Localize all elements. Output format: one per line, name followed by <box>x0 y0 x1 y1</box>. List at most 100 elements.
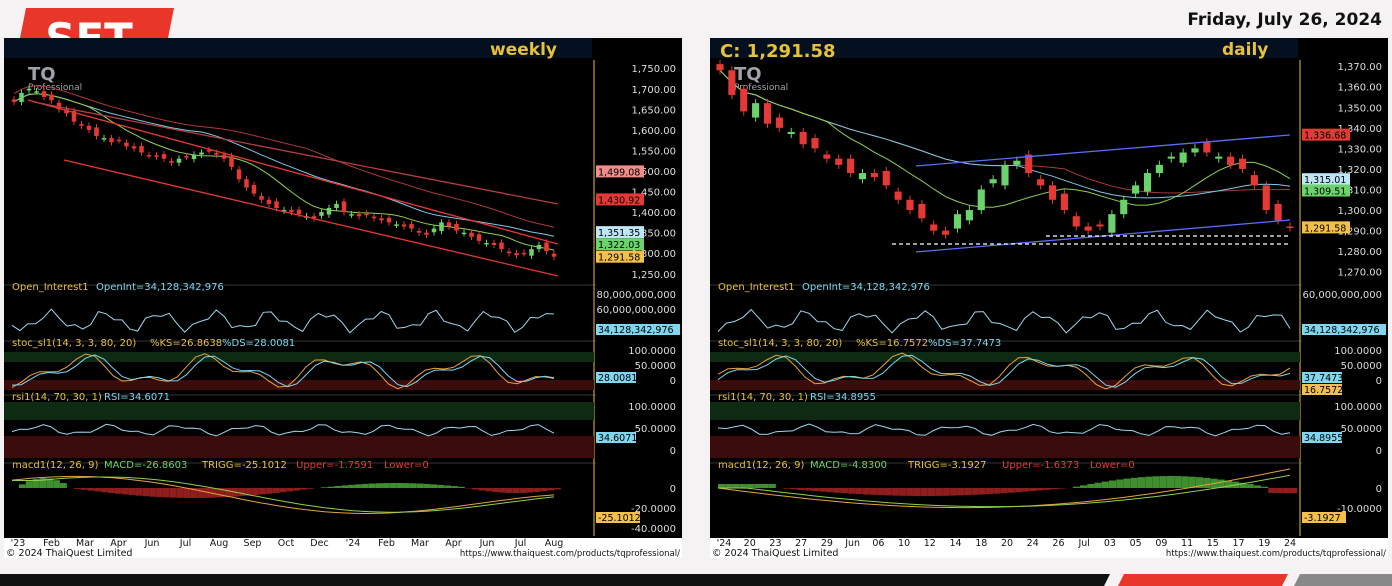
daily-chart-panel: daily C: 1,291.58 TQ Professional 1,370.00 1,… <box>710 38 1388 559</box>
macd-histogram-bar <box>862 488 870 495</box>
macd-histogram-bar <box>1043 488 1051 490</box>
macd-histogram-bar <box>746 484 755 488</box>
rsi-tick-label: 0 <box>1376 446 1382 457</box>
stoch-oversold-zone <box>4 380 594 390</box>
tq-logo-sub: Professional <box>28 83 82 93</box>
macd-histogram-bar <box>1239 482 1247 488</box>
rsi-label: rsi1(14, 70, 30, 1) <box>12 392 102 403</box>
x-tick-label: 26 <box>1052 538 1064 549</box>
candle-body <box>146 154 152 157</box>
macd-tick-label: -20.0000 <box>631 504 676 515</box>
oi-tag <box>1302 324 1386 335</box>
candle-body <box>506 251 512 254</box>
macd-histogram-bar <box>985 488 994 495</box>
candle-body <box>965 210 973 221</box>
macd-histogram-bar <box>444 485 452 488</box>
weekly-chart-panel: weekly TQ Professional 1,750.00 1,700.00 1,65… <box>4 38 682 559</box>
candle-body <box>1286 226 1294 228</box>
candle-body <box>431 228 437 233</box>
candle-body <box>281 210 287 212</box>
candle-body <box>499 242 504 250</box>
candle-body <box>1132 185 1140 194</box>
price-tick-label: 1,370.00 <box>1337 62 1382 73</box>
candle-body <box>131 146 137 149</box>
candle-body <box>728 70 736 95</box>
candle-body <box>79 124 84 126</box>
candle-body <box>71 110 77 122</box>
x-tick-label: 03 <box>1104 538 1116 549</box>
macd-histogram-bar <box>1246 484 1254 488</box>
macd-histogram-bar <box>1080 485 1088 488</box>
macd-histogram-bar <box>382 483 390 488</box>
macd-histogram-bar <box>1152 476 1160 488</box>
macd-histogram-bar <box>754 484 762 488</box>
macd-histogram-bar <box>826 488 834 493</box>
candle-body <box>1072 216 1080 227</box>
macd-histogram-bar <box>478 488 486 491</box>
stoch-ds: %DS=37.7473 <box>928 338 1001 349</box>
macd-histogram-bar <box>25 481 33 488</box>
macd-histogram-bar <box>217 488 225 498</box>
macd-histogram-bar <box>94 488 102 492</box>
pane-divider <box>710 462 1388 464</box>
candle-body <box>918 203 926 219</box>
macd-histogram-bar <box>416 483 424 488</box>
rsi-line <box>11 423 555 437</box>
macd-histogram-bar <box>135 488 143 496</box>
x-tick-label: 05 <box>1130 538 1142 549</box>
macd-histogram-bar <box>224 488 232 498</box>
macd-histogram-bar <box>272 488 280 493</box>
pane-divider <box>710 284 1388 286</box>
price-tag-text: 1,430.92 <box>598 195 640 206</box>
x-tick-label: 14 <box>949 538 961 549</box>
x-tick-label: 12 <box>924 538 936 549</box>
stoch-tag <box>1302 372 1342 383</box>
macd-histogram-bar <box>101 488 108 493</box>
x-tick-label: Dec <box>310 538 328 549</box>
macd-histogram-bar <box>341 485 349 488</box>
candle-body <box>740 88 748 112</box>
macd-histogram-bar <box>307 488 314 489</box>
macd-histogram-bar <box>1159 476 1167 488</box>
copyright-text: © 2024 ThaiQuest Limited <box>6 548 132 558</box>
x-tick-label: Jun <box>844 538 860 549</box>
macd-histogram-bar <box>190 488 198 498</box>
candle-body <box>94 127 99 137</box>
candle-body <box>41 91 47 97</box>
macd-histogram-bar <box>732 484 740 488</box>
candle-body <box>326 208 332 215</box>
macd-histogram-bar <box>471 488 479 490</box>
candle-body <box>787 131 795 134</box>
stoch-label: stoc_sl1(14, 3, 3, 80, 20) <box>12 338 136 349</box>
macd-histogram-bar <box>245 488 253 496</box>
macd-histogram-bar <box>457 486 465 488</box>
stoch-tag-text: 28.0081 <box>598 373 637 384</box>
macd-histogram-bar <box>176 488 184 498</box>
x-tick-label: 27 <box>795 538 807 549</box>
candle-body <box>191 154 197 160</box>
macd-histogram-bar <box>512 488 520 493</box>
candle-body <box>942 230 950 235</box>
price-tag-text: 1,315.01 <box>1304 175 1346 186</box>
stoch-ks: %KS=16.7572 <box>856 338 928 349</box>
macd-histogram-bar <box>1000 488 1008 494</box>
candle-body <box>953 214 962 229</box>
macd-histogram-bar <box>1137 477 1146 488</box>
macd-histogram-bar <box>519 488 527 493</box>
macd-histogram-bar <box>1195 477 1204 488</box>
price-tick-label: 1,280.00 <box>1337 247 1382 258</box>
macd-histogram-bar <box>162 488 170 498</box>
macd-histogram-bar <box>554 488 561 490</box>
candle-body <box>109 138 114 143</box>
macd-histogram-bar <box>485 488 493 492</box>
candle-body <box>439 222 444 232</box>
candle-body <box>409 224 414 229</box>
price-tag <box>596 226 644 239</box>
candle-body <box>379 218 384 221</box>
oi-tag <box>596 324 680 335</box>
stoch-tick-label: 0 <box>670 376 676 387</box>
candle-body <box>454 224 459 231</box>
candle-body <box>401 224 407 227</box>
macd-histogram-bar <box>783 488 791 489</box>
price-tag-text: 1,291.58 <box>598 253 640 264</box>
